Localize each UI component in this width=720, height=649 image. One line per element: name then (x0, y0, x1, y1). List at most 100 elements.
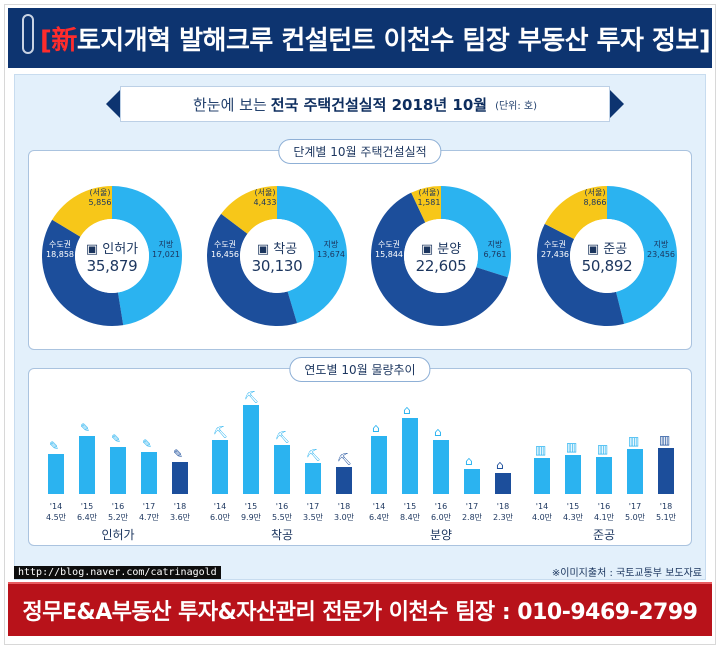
document-icon: ✎ (111, 432, 122, 447)
donut-total: 50,892 (581, 257, 633, 275)
bar-group-label: 준공 (592, 528, 616, 542)
bar-value-label: 4.7만 (138, 513, 160, 522)
donut-label-region: 지방 17,021 (142, 240, 190, 260)
bar-year-label: '17 (306, 502, 320, 511)
donut-label-region: 지방 13,674 (307, 240, 355, 260)
bar-착공-'18 (336, 467, 352, 494)
title-tag: [新 (40, 25, 77, 56)
bar-value-label: 4.5만 (45, 513, 67, 522)
donut-total: 30,130 (251, 257, 303, 275)
donut-label-region: 지방 6,761 (471, 240, 519, 260)
donut-section-label: 단계별 10월 주택건설실적 (278, 139, 442, 164)
bar-착공-'16 (274, 444, 290, 494)
donut-slice-seoul (544, 186, 607, 240)
apartment-icon: ▥ (659, 433, 671, 448)
donut-label-capital-name: 수도권 (543, 240, 567, 249)
bar-분양-'17 (464, 468, 480, 494)
bar-year-label: '18 (496, 502, 510, 511)
bar-year-label: '16 (597, 502, 611, 511)
title-text: 토지개혁 발해크루 컨설턴트 이천수 팀장 부동산 투자 정보] (76, 25, 711, 56)
bar-value-label: 4.1만 (593, 513, 615, 522)
donut-label-capital-value: 15,844 (375, 250, 403, 259)
donut-label-capital-value: 16,456 (211, 250, 239, 259)
bar-인허가-'14 (48, 453, 64, 494)
bar-value-label: 3.6만 (169, 513, 191, 522)
apartment-icon: ▥ (535, 443, 547, 457)
bar-year-label: '16 (275, 502, 289, 511)
bar-인허가-'18 (172, 461, 188, 494)
footer-title: 정무E&A부동산 투자&자산관리 전문가 이천수 팀장 : 010-9469-2… (22, 600, 698, 625)
bar-section-label: 연도별 10월 물량추이 (289, 357, 431, 382)
top-banner: [新토지개혁 발해크루 컨설턴트 이천수 팀장 부동산 투자 정보] (8, 8, 712, 68)
bar-분양-'15 (402, 418, 418, 494)
bar-year-label: '16 (434, 502, 448, 511)
ribbon-right-arrow (610, 90, 624, 118)
crane-icon: ⛏ (244, 389, 260, 404)
building-icon: ⌂ (434, 425, 442, 439)
bar-value-label: 2.3만 (492, 513, 514, 522)
bottom-banner: 정무E&A부동산 투자&자산관리 전문가 이천수 팀장 : 010-9469-2… (8, 582, 712, 636)
donut-label-region-value: 13,674 (317, 250, 345, 259)
donut-center: ▣ 분양 22,605 (407, 238, 475, 275)
headline-bold: 전국 주택건설실적 2018년 10월 (270, 95, 488, 114)
donut-label-seoul-name: (서울) (89, 188, 111, 197)
donut-stage-label: ▣ 준공 (586, 242, 628, 257)
bar-year-label: '14 (372, 502, 386, 511)
donut-label-region-name: 지방 (487, 240, 503, 249)
bar-year-label: '15 (403, 502, 417, 511)
bar-value-label: 6.4만 (368, 513, 390, 522)
donut-label-capital-value: 18,858 (46, 250, 74, 259)
donut-slice-capital (371, 192, 508, 326)
donut-label-seoul: (서울) 4,433 (241, 188, 289, 208)
donut-label-seoul-name: (서울) (254, 188, 276, 197)
donut-slice-seoul (221, 186, 277, 234)
bar-group-label: 착공 (270, 528, 294, 542)
bar-분양-'14 (371, 436, 387, 494)
bar-year-label: '17 (142, 502, 156, 511)
headline-prefix: 한눈에 보는 (192, 95, 267, 114)
bar-year-label: '16 (111, 502, 125, 511)
donut-label-region-value: 6,761 (483, 250, 507, 259)
donut-label-region-name: 지방 (323, 240, 339, 249)
donut-hole (570, 219, 644, 293)
bar-착공-'14 (212, 440, 228, 494)
donut-slice-seoul (52, 186, 112, 237)
donut-stage-label: ▣ 분양 (420, 242, 462, 257)
donut-center: ▣ 준공 50,892 (573, 238, 641, 275)
bar-value-label: 6.0만 (209, 513, 231, 522)
bar-year-label: '17 (465, 502, 479, 511)
donut-total: 22,605 (415, 257, 467, 275)
donut-label-capital: 수도권 27,436 (531, 240, 579, 260)
document-icon: ✎ (142, 436, 153, 451)
donut-slice-capital (537, 223, 625, 326)
bar-착공-'17 (305, 462, 321, 494)
bar-value-label: 3.5만 (302, 513, 324, 522)
donut-label-capital: 수도권 15,844 (365, 240, 413, 260)
bar-year-label: '14 (213, 502, 227, 511)
blog-url: http://blog.naver.com/catrinagold (14, 566, 221, 579)
apartment-icon: ▥ (628, 434, 640, 448)
bar-year-label: '14 (535, 502, 549, 511)
bar-value-label: 5.5만 (271, 513, 293, 522)
donut-total: 35,879 (86, 257, 138, 275)
donut-label-seoul: (서울) 1,581 (405, 188, 453, 208)
donut-slice-capital (207, 213, 298, 326)
crane-icon: ⛏ (337, 452, 353, 466)
document-icon: ✎ (49, 438, 60, 453)
bar-준공-'18 (658, 448, 674, 494)
donut-slice-region (441, 186, 511, 278)
bar-인허가-'17 (141, 451, 157, 494)
headline-ribbon: 한눈에 보는 전국 주택건설실적 2018년 10월 (단위: 호) (106, 86, 624, 126)
donut-label-capital: 수도권 16,456 (201, 240, 249, 260)
bar-준공-'15 (565, 455, 581, 494)
apartment-icon: ▥ (597, 442, 609, 457)
bar-value-label: 3.0만 (333, 513, 355, 522)
bar-year-label: '14 (49, 502, 63, 511)
bar-year-label: '18 (659, 502, 673, 511)
donut-label-capital-name: 수도권 (377, 240, 401, 249)
apartment-icon: ▥ (566, 440, 578, 455)
building-icon: ⌂ (403, 403, 411, 418)
bar-year-label: '15 (566, 502, 580, 511)
bar-section: 연도별 10월 물량추이 (28, 357, 692, 546)
